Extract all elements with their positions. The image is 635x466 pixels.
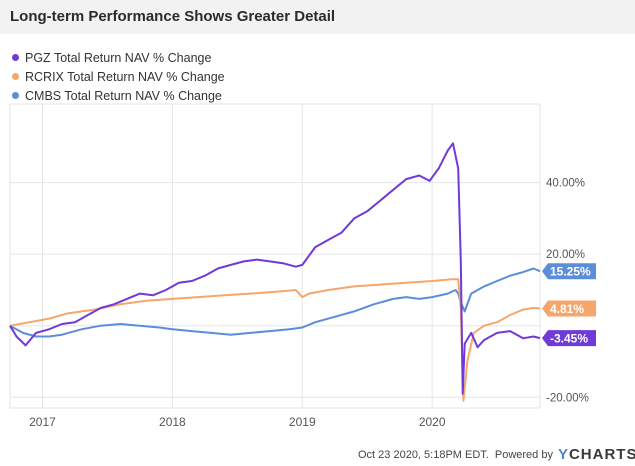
ycharts-logo-text: CHARTS (568, 446, 635, 463)
end-value-label: 15.25% (550, 265, 591, 279)
legend-item-pgz[interactable]: PGZ Total Return NAV % Change (12, 48, 225, 67)
title-bar: Long-term Performance Shows Greater Deta… (0, 0, 635, 34)
footer-powered-by: Powered by (494, 448, 553, 461)
end-value-tag-shape (542, 330, 596, 347)
legend-marker-icon (12, 92, 19, 99)
y-tick-label: -20.00% (546, 392, 589, 404)
y-tick-label: 40.00% (546, 178, 585, 190)
chart-title: Long-term Performance Shows Greater Deta… (10, 8, 336, 25)
chart-legend: PGZ Total Return NAV % Change RCRIX Total… (12, 48, 225, 105)
x-tick-label: 2018 (159, 415, 186, 429)
series-line-rcrix (9, 278, 541, 402)
legend-label: CMBS Total Return NAV % Change (25, 88, 222, 103)
legend-marker-icon (12, 54, 19, 61)
legend-label: RCRIX Total Return NAV % Change (25, 69, 225, 84)
end-value-tag-rcrix: 4.81% (542, 300, 596, 317)
x-tick-label: 2017 (29, 415, 56, 429)
end-value-tag-shape (542, 263, 596, 280)
end-value-tag-cmbs: 15.25% (542, 263, 596, 280)
end-value-label: 4.81% (550, 302, 584, 316)
x-tick-label: 2020 (419, 415, 446, 429)
series-line-pgz (9, 142, 541, 395)
footer-timestamp: Oct 23 2020, 5:18PM EDT. (358, 448, 489, 461)
ycharts-logo-y: Y (557, 446, 569, 463)
end-value-tag-pgz: -3.45% (542, 330, 596, 347)
legend-item-rcrix[interactable]: RCRIX Total Return NAV % Change (12, 67, 225, 86)
end-value-label: -3.45% (550, 332, 588, 346)
x-tick-label: 2019 (289, 415, 316, 429)
plot-area (9, 103, 541, 409)
legend-marker-icon (12, 73, 19, 80)
series-line-cmbs (9, 267, 541, 338)
ycharts-logo[interactable]: YCHARTS (558, 446, 635, 463)
footer: Oct 23 2020, 5:18PM EDT. Powered by YCHA… (358, 446, 635, 463)
end-value-tag-shape (542, 300, 596, 317)
legend-item-cmbs[interactable]: CMBS Total Return NAV % Change (12, 86, 225, 105)
y-tick-label: 20.00% (546, 249, 585, 261)
legend-label: PGZ Total Return NAV % Change (25, 50, 212, 65)
